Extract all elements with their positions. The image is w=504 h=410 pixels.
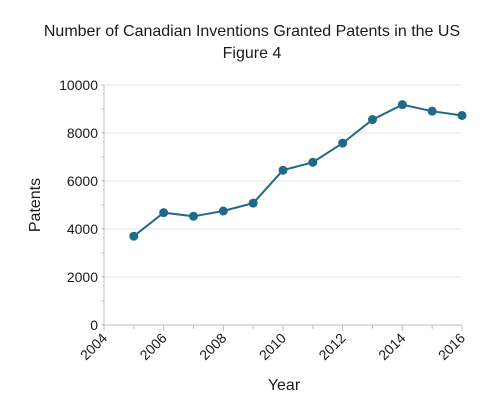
x-tick-label: 2014 <box>375 330 408 363</box>
x-axis-label: Year <box>268 377 301 394</box>
x-tick-label: 2016 <box>435 330 468 363</box>
data-point <box>457 110 467 120</box>
gridlines <box>104 84 462 326</box>
data-point <box>129 231 139 241</box>
chart-title: Number of Canadian Inventions Granted Pa… <box>44 23 460 40</box>
x-tick-label: 2008 <box>196 330 229 363</box>
y-tick-label: 10000 <box>59 77 98 93</box>
data-point <box>218 206 228 216</box>
data-points <box>129 100 467 241</box>
y-tick-label: 8000 <box>67 125 98 141</box>
x-tick-label: 2010 <box>256 330 289 363</box>
data-point <box>159 208 169 218</box>
data-point <box>189 211 198 221</box>
y-tick-label: 2000 <box>67 269 98 285</box>
x-axis: 2004 2006 2008 2010 2012 2014 2016 <box>77 324 468 363</box>
data-point <box>278 165 288 175</box>
y-axis: 0 2000 4000 6000 8000 10000 <box>59 77 105 333</box>
data-point <box>427 106 437 116</box>
x-tick-label: 2004 <box>77 330 110 363</box>
series-line <box>133 103 463 237</box>
chart-subtitle: Figure 4 <box>223 45 282 62</box>
y-axis-label: Patents <box>27 178 44 232</box>
y-tick-label: 6000 <box>67 173 98 189</box>
data-point <box>308 157 318 167</box>
data-point <box>248 198 258 208</box>
y-tick-label: 4000 <box>67 221 98 237</box>
series-line-group <box>133 103 463 237</box>
y-tick-label: 0 <box>90 317 98 333</box>
data-point <box>368 115 377 125</box>
x-tick-label: 2006 <box>136 330 169 363</box>
x-tick-label: 2012 <box>315 330 348 363</box>
data-point <box>338 138 348 148</box>
data-point <box>397 100 407 110</box>
